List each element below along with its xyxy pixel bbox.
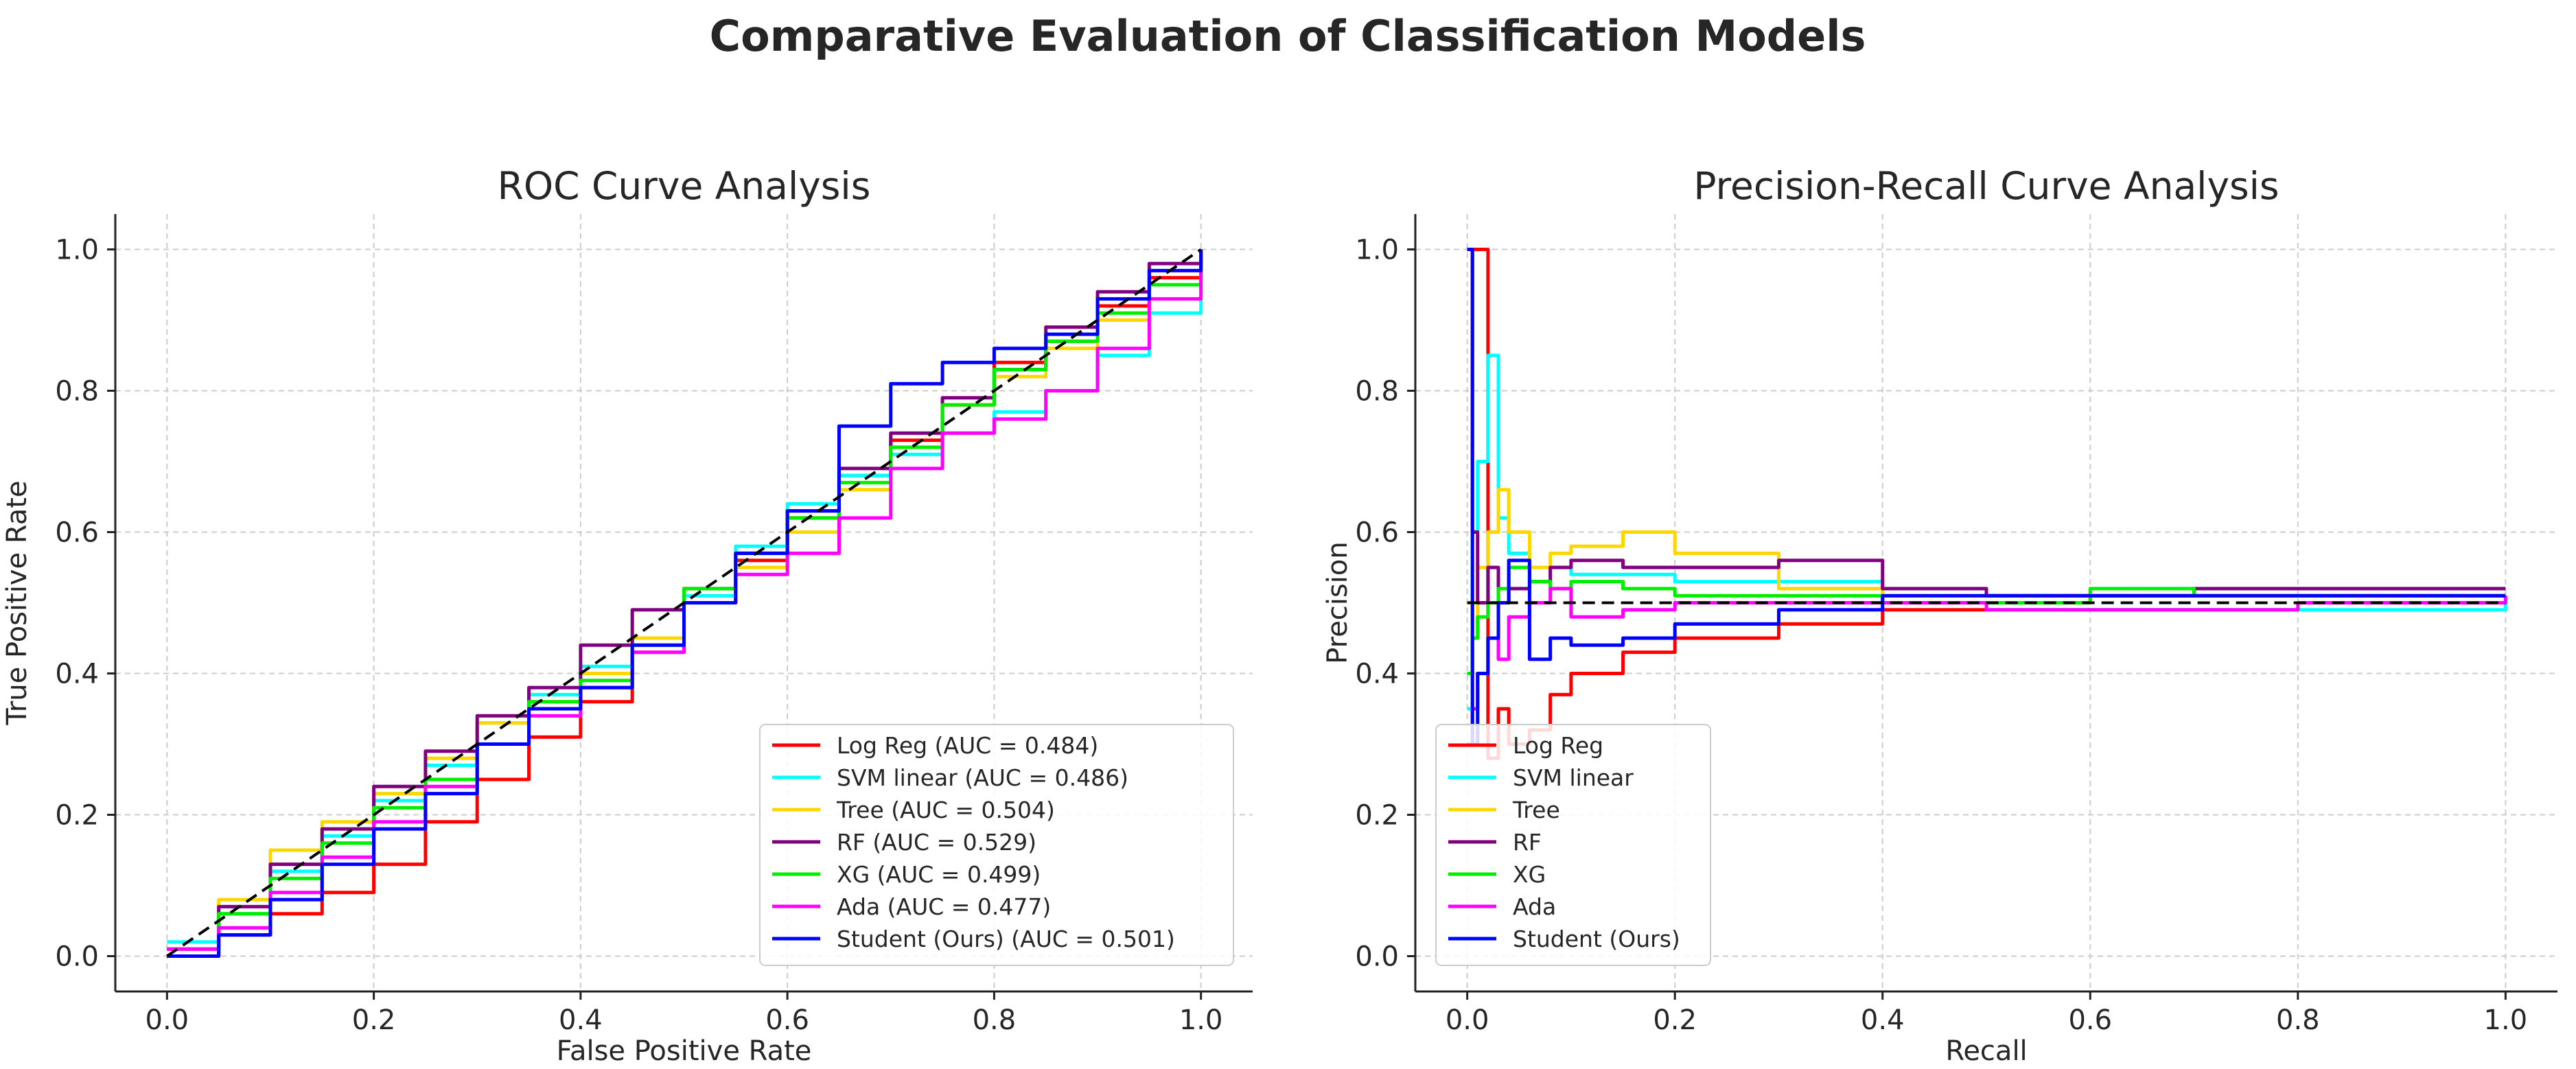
- pr-legend-label-2: Tree: [1512, 797, 1560, 823]
- pr-legend-label-5: Ada: [1513, 893, 1556, 920]
- roc-ytick-label-3: 0.6: [55, 517, 99, 549]
- pr-ytick-label-1: 0.2: [1355, 800, 1399, 832]
- roc-ytick-label-0: 0.0: [55, 941, 99, 973]
- roc-legend-box: [759, 724, 1234, 966]
- pr-title: Precision-Recall Curve Analysis: [1693, 164, 2279, 208]
- roc-xtick-label-5: 1.0: [1179, 1005, 1223, 1036]
- roc-legend: Log Reg (AUC = 0.484) SVM linear (AUC = 0…: [759, 724, 1234, 966]
- roc-legend-label-0: Log Reg (AUC = 0.484): [837, 732, 1098, 759]
- roc-legend-label-4: XG (AUC = 0.499): [837, 861, 1041, 888]
- roc-panel: 0.0 0.2 0.4 0.6 0.8 1.0 0.0 0.2 0.4 0.6 0.8 1.0 ROC …: [1, 164, 1253, 1067]
- pr-ytick-label-0: 0.0: [1355, 941, 1399, 973]
- pr-ytick-label-3: 0.6: [1355, 517, 1399, 549]
- pr-ylabel: Precision: [1322, 541, 1354, 663]
- roc-xtick-label-3: 0.6: [765, 1005, 809, 1036]
- pr-series-student-ours-: [1467, 248, 2506, 746]
- pr-xtick-label-2: 0.4: [1861, 1005, 1905, 1036]
- roc-legend-label-2: Tree (AUC = 0.504): [836, 797, 1055, 823]
- pr-legend-label-0: Log Reg: [1513, 732, 1603, 759]
- pr-xlabel: Recall: [1945, 1035, 2027, 1067]
- pr-xtick-label-0: 0.0: [1446, 1005, 1489, 1036]
- pr-xtick-label-3: 0.6: [2068, 1005, 2112, 1036]
- roc-xtick-label-1: 0.2: [352, 1005, 396, 1036]
- roc-legend-label-5: Ada (AUC = 0.477): [837, 893, 1051, 920]
- pr-panel: 0.0 0.2 0.4 0.6 0.8 1.0 0.0 0.2 0.4 0.6 0.8 1.0 Prec…: [1322, 164, 2557, 1067]
- pr-legend-label-6: Student (Ours): [1513, 926, 1680, 952]
- pr-legend-box: [1435, 724, 1711, 966]
- pr-legend-label-1: SVM linear: [1513, 764, 1634, 791]
- pr-legend-label-3: RF: [1513, 829, 1542, 856]
- roc-ytick-label-2: 0.4: [55, 659, 99, 690]
- roc-ytick-label-5: 1.0: [55, 235, 99, 266]
- roc-xtick-label-2: 0.4: [559, 1005, 603, 1036]
- pr-xtick-label-4: 0.8: [2276, 1005, 2320, 1036]
- pr-xtick-label-1: 0.2: [1653, 1005, 1697, 1036]
- roc-baseline: [166, 248, 1202, 958]
- pr-legend: Log Reg SVM linear Tree RF XG Ada Student (Our…: [1435, 724, 1711, 966]
- pr-legend-label-4: XG: [1513, 861, 1546, 888]
- roc-legend-label-3: RF (AUC = 0.529): [837, 829, 1036, 856]
- roc-legend-label-6: Student (Ours) (AUC = 0.501): [837, 926, 1175, 952]
- roc-ytick-label-4: 0.8: [55, 376, 99, 408]
- pr-ytick-label-4: 0.8: [1355, 376, 1399, 408]
- roc-title: ROC Curve Analysis: [498, 164, 871, 208]
- roc-ytick-label-1: 0.2: [55, 800, 99, 832]
- pr-series-xg: [1467, 565, 2506, 675]
- pr-xtick-label-5: 1.0: [2484, 1005, 2528, 1036]
- roc-ylabel: True Positive Rate: [1, 480, 33, 725]
- roc-legend-label-1: SVM linear (AUC = 0.486): [837, 764, 1128, 791]
- roc-series-xg: [167, 249, 1203, 958]
- roc-xtick-label-0: 0.0: [146, 1005, 189, 1036]
- pr-ytick-label-5: 1.0: [1355, 235, 1399, 266]
- figure-title: Comparative Evaluation of Classification…: [710, 11, 1866, 61]
- roc-xtick-label-4: 0.8: [973, 1005, 1017, 1036]
- roc-xlabel: False Positive Rate: [557, 1035, 812, 1067]
- pr-ytick-label-2: 0.4: [1355, 659, 1399, 690]
